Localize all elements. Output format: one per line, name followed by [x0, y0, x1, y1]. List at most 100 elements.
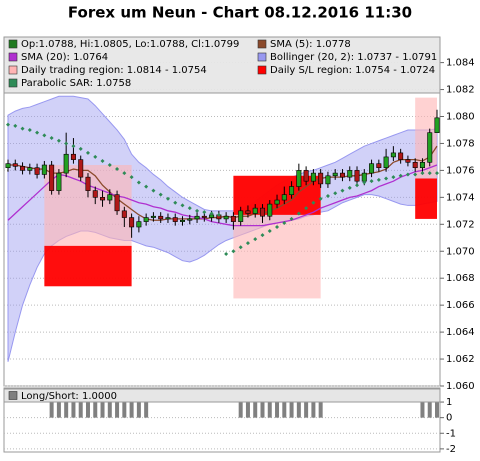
y-tick-label: 0 — [446, 413, 452, 424]
candle-body — [27, 167, 33, 171]
sar-dot — [384, 176, 389, 181]
candle-body — [201, 215, 207, 218]
candle-body — [85, 176, 91, 191]
sar-dot — [347, 185, 352, 190]
indicator-line — [7, 164, 438, 227]
sar-dot — [180, 203, 185, 208]
sar-dot — [405, 172, 410, 177]
candle-body — [412, 162, 418, 169]
candle-body — [325, 175, 331, 185]
bar — [129, 402, 134, 418]
bar — [435, 402, 439, 418]
sar-dot — [136, 180, 141, 185]
legend-swatch — [257, 52, 267, 62]
sar-dot — [71, 144, 76, 149]
candle-body — [223, 215, 229, 220]
bar — [420, 402, 425, 418]
sar-dot — [267, 229, 272, 234]
sar-dot — [238, 245, 243, 250]
y-tick-label: 1.062 — [446, 354, 475, 365]
legend-label: Op:1.0788, Hi:1.0805, Lo:1.0788, Cl:1.07… — [21, 39, 239, 50]
bar — [122, 402, 127, 418]
candle-body — [129, 217, 135, 228]
sar-dot — [42, 133, 47, 138]
sar-dot — [362, 180, 367, 185]
candle-body — [376, 163, 382, 169]
candle-body — [238, 210, 244, 222]
candle-body — [259, 207, 265, 217]
candle-body — [369, 163, 375, 174]
candle-body — [405, 159, 411, 163]
sar-dot — [325, 194, 330, 199]
sar-dot — [144, 184, 149, 189]
y-tick-label: 1.084 — [446, 58, 475, 69]
legend-swatch — [8, 52, 18, 62]
y-tick-label: 1.064 — [446, 327, 475, 338]
sar-dot — [151, 188, 156, 193]
sar-dot — [289, 216, 294, 221]
candle-body — [434, 117, 440, 133]
y-tick-label: 1.070 — [446, 246, 475, 257]
candle-body — [289, 186, 295, 195]
bar — [100, 402, 105, 418]
candle-body — [332, 172, 338, 177]
sar-dot — [216, 212, 221, 217]
y-tick-label: 1.068 — [446, 273, 475, 284]
sar-dot — [202, 210, 207, 215]
candle-body — [20, 166, 26, 171]
legend-swatch — [8, 65, 18, 75]
candle-body — [143, 217, 149, 222]
candle-body — [172, 217, 178, 222]
candle-body — [390, 152, 396, 158]
legend-swatch — [8, 39, 18, 49]
sar-dot — [355, 183, 360, 188]
candle-body — [136, 221, 142, 228]
bar — [427, 402, 432, 418]
sar-dot — [435, 171, 439, 176]
candle-body — [274, 199, 280, 205]
legend-label: Bollinger (20, 2): 1.0737 - 1.0791 — [270, 52, 437, 63]
bar — [238, 402, 243, 418]
y-tick-label: 1.082 — [446, 85, 475, 96]
y-tick-label: 1.076 — [446, 165, 475, 176]
candle-body — [41, 164, 47, 175]
candle-body — [49, 164, 55, 191]
candle-body — [267, 203, 273, 217]
region — [44, 245, 132, 287]
sar-dot — [93, 154, 98, 159]
legend-label: Long/Short: 1.0000 — [21, 391, 117, 402]
sar-dot — [391, 175, 396, 180]
legend-box — [3, 36, 441, 94]
sar-dot — [245, 241, 250, 246]
candle-body — [361, 172, 367, 182]
legend-box — [3, 388, 441, 403]
candle-body — [158, 215, 164, 220]
sar-dot — [209, 211, 214, 216]
legend-label: SMA (5): 1.0778 — [270, 39, 351, 50]
sar-dot — [35, 130, 40, 135]
candle-body — [187, 218, 193, 221]
candle-body — [78, 159, 84, 178]
bar — [107, 402, 112, 418]
bar — [296, 402, 301, 418]
sar-dot — [253, 237, 258, 242]
y-tick-label: 1.066 — [446, 300, 475, 311]
candle-body — [34, 167, 40, 175]
sar-dot — [296, 211, 301, 216]
candle-body — [194, 215, 200, 220]
y-tick-label: 1.060 — [446, 381, 475, 392]
sar-dot — [318, 196, 323, 201]
y-tick-label: 1.078 — [446, 138, 475, 149]
bar — [78, 402, 83, 418]
candle-body — [419, 162, 425, 169]
sar-dot — [195, 208, 200, 213]
legend-label: Daily S/L region: 1.0754 - 1.0724 — [270, 65, 435, 76]
sar-dot — [224, 251, 229, 256]
candle-body — [427, 132, 433, 163]
candle-body — [12, 163, 18, 167]
candle-body — [318, 172, 324, 185]
sar-dot — [56, 138, 61, 143]
sar-dot — [275, 224, 280, 229]
bar — [253, 402, 258, 418]
candle-body — [107, 194, 113, 201]
